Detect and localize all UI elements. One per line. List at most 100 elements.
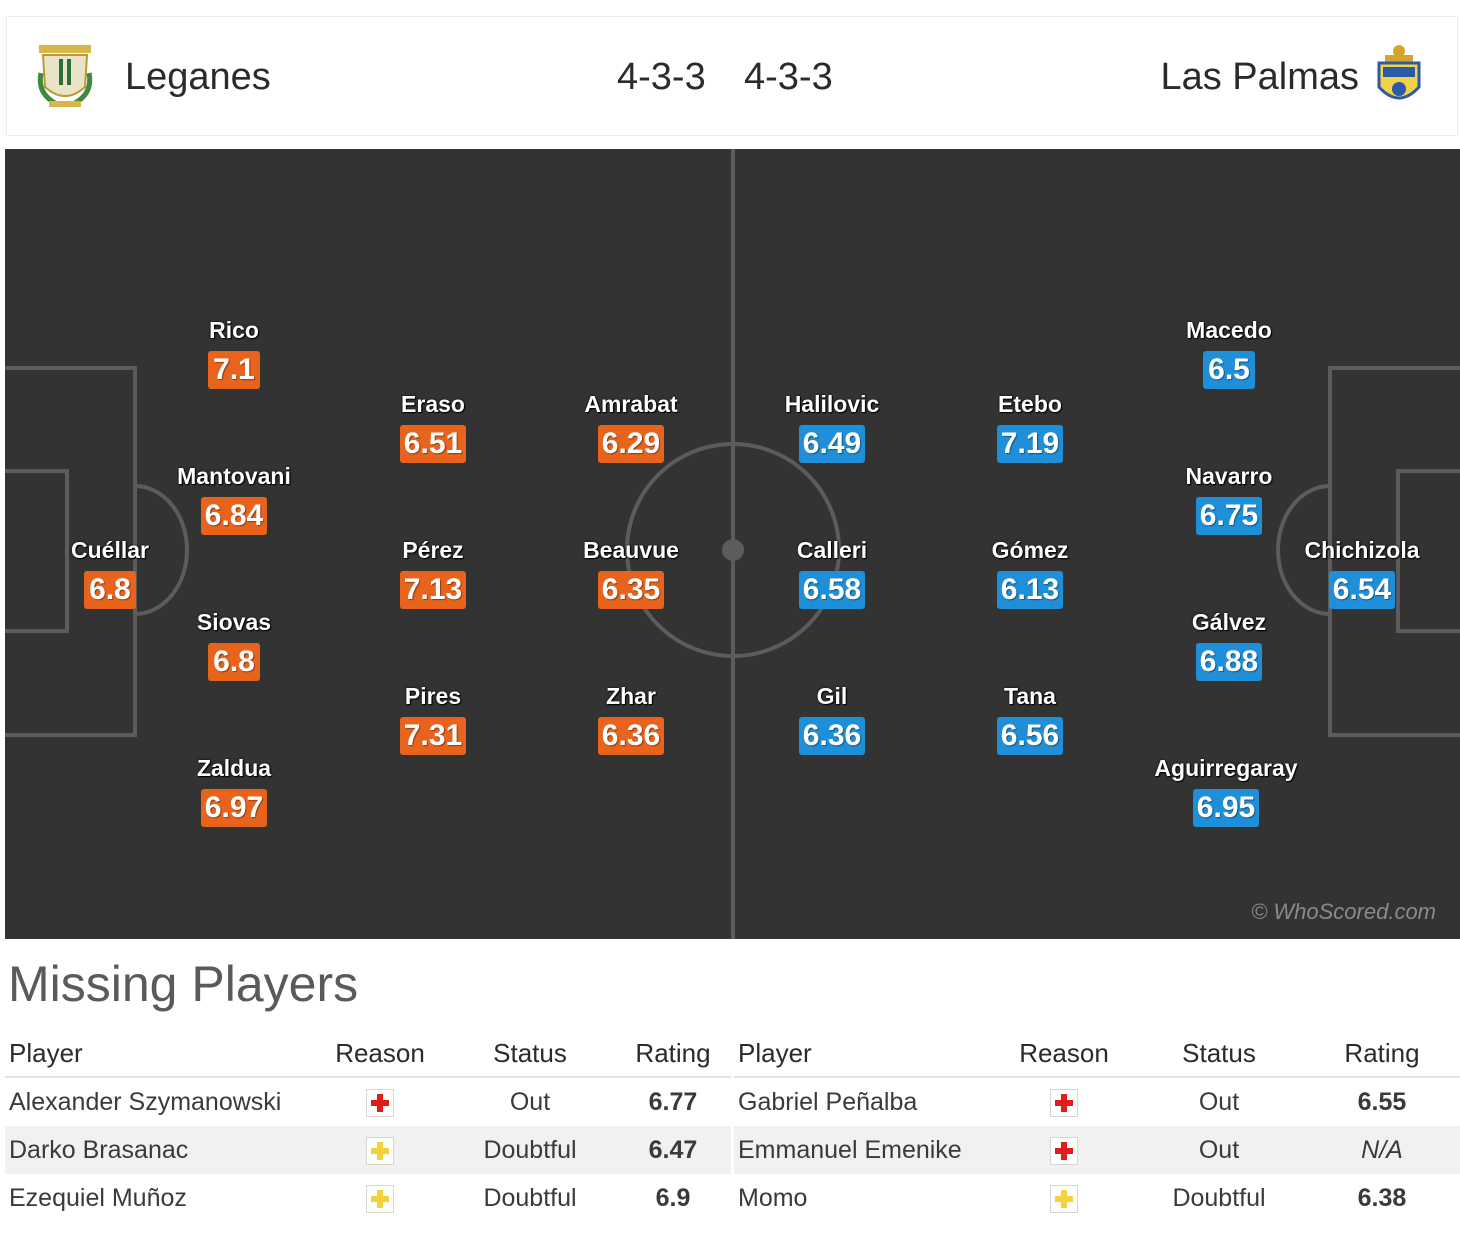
player-etebo[interactable]: Etebo 7.19: [945, 391, 1115, 463]
player-name[interactable]: Alexander Szymanowski: [9, 1087, 282, 1116]
col-player: Player: [5, 1030, 315, 1078]
doubtful-icon: [366, 1136, 394, 1165]
home-formation: 4-3-3: [617, 56, 706, 98]
player-name[interactable]: Darko Brasanac: [5, 1126, 315, 1174]
player-name: Pérez: [402, 537, 464, 563]
player-name: Chichizola: [1304, 537, 1420, 563]
status: Doubtful: [1172, 1183, 1266, 1212]
col-status: Status: [1134, 1030, 1304, 1078]
player-rating: 6.75: [1195, 497, 1263, 535]
player-mantovani[interactable]: Mantovani 6.84: [149, 463, 319, 535]
player-name[interactable]: Momo: [738, 1183, 808, 1212]
player-rating: 6.84: [200, 497, 268, 535]
player-rating: 6.49: [798, 425, 866, 463]
status: Doubtful: [445, 1126, 615, 1174]
player-cuellar[interactable]: Cuéllar 6.8: [25, 537, 195, 609]
pitch-markings: [5, 149, 1460, 939]
table-header-row: Player Reason Status Rating: [734, 1030, 1460, 1078]
player-name[interactable]: Gabriel Peñalba: [738, 1087, 918, 1116]
player-rating: 6.54: [1328, 571, 1396, 609]
pitch: Cuéllar 6.8 Rico 7.1 Mantovani 6.84 Siov…: [5, 149, 1460, 939]
doubtful-icon: [366, 1184, 394, 1213]
player-zaldua[interactable]: Zaldua 6.97: [149, 755, 319, 827]
player-macedo[interactable]: Macedo 6.5: [1144, 317, 1314, 389]
player-tana[interactable]: Tana 6.56: [945, 683, 1115, 755]
player-name: Tana: [1004, 683, 1056, 709]
col-reason: Reason: [315, 1030, 445, 1078]
player-name: Calleri: [796, 537, 868, 563]
player-rating: 6.97: [200, 789, 268, 827]
player-beauvue[interactable]: Beauvue 6.35: [546, 537, 716, 609]
player-halilovic[interactable]: Halilovic 6.49: [747, 391, 917, 463]
player-name: Gálvez: [1191, 609, 1267, 635]
player-name[interactable]: Emmanuel Emenike: [734, 1126, 994, 1174]
rating: 6.47: [615, 1126, 731, 1174]
player-rating: 7.13: [399, 571, 467, 609]
player-name[interactable]: Ezequiel Muñoz: [9, 1183, 187, 1212]
table-row: Gabriel Peñalba Out 6.55: [734, 1077, 1460, 1126]
player-calleri[interactable]: Calleri 6.58: [747, 537, 917, 609]
player-navarro[interactable]: Navarro 6.75: [1144, 463, 1314, 535]
away-team-name[interactable]: Las Palmas: [1160, 56, 1359, 98]
player-name: Aguirregaray: [1154, 755, 1298, 781]
player-eraso[interactable]: Eraso 6.51: [348, 391, 518, 463]
player-rating: 6.88: [1195, 643, 1263, 681]
player-gil[interactable]: Gil 6.36: [747, 683, 917, 755]
player-name: Eraso: [401, 391, 465, 417]
leganes-crest-icon: [35, 43, 95, 111]
player-rating: 6.5: [1203, 351, 1255, 389]
player-name: Macedo: [1186, 317, 1272, 343]
table-header-row: Player Reason Status Rating: [5, 1030, 731, 1078]
player-rating: 6.51: [399, 425, 467, 463]
status: Doubtful: [483, 1183, 577, 1212]
player-rating: 6.36: [798, 717, 866, 755]
player-aguirregaray[interactable]: Aguirregaray 6.95: [1121, 755, 1331, 827]
player-chichizola[interactable]: Chichizola 6.54: [1277, 537, 1447, 609]
player-name: Beauvue: [583, 537, 679, 563]
player-rating: 6.95: [1192, 789, 1260, 827]
rating: 6.38: [1357, 1183, 1407, 1212]
away-formation: 4-3-3: [744, 56, 833, 98]
player-rating: 7.1: [208, 351, 260, 389]
table-row: Alexander Szymanowski Out 6.77: [5, 1077, 731, 1126]
table-row: Emmanuel Emenike Out N/A: [734, 1126, 1460, 1174]
player-rico[interactable]: Rico 7.1: [149, 317, 319, 389]
match-header: Leganes 4-3-3 4-3-3 Las Palmas: [6, 16, 1458, 136]
player-name: Gómez: [991, 537, 1069, 563]
las-palmas-crest-icon: [1371, 43, 1427, 111]
player-rating: 6.13: [996, 571, 1064, 609]
player-rating: 6.29: [597, 425, 665, 463]
player-rating: 6.8: [84, 571, 136, 609]
player-pires[interactable]: Pires 7.31: [348, 683, 518, 755]
away-missing-table: Player Reason Status Rating Gabriel Peña…: [734, 1030, 1460, 1222]
status: Out: [1134, 1126, 1304, 1174]
player-name: Navarro: [1185, 463, 1273, 489]
status: Out: [509, 1087, 551, 1116]
injury-icon: [1050, 1136, 1078, 1165]
player-name: Gil: [816, 683, 848, 709]
col-rating: Rating: [615, 1030, 731, 1078]
player-rating: 6.8: [208, 643, 260, 681]
doubtful-icon: [1050, 1184, 1078, 1213]
player-siovas[interactable]: Siovas 6.8: [149, 609, 319, 681]
col-reason: Reason: [994, 1030, 1134, 1078]
player-zhar[interactable]: Zhar 6.36: [546, 683, 716, 755]
player-name: Pires: [404, 683, 462, 709]
player-rating: 6.58: [798, 571, 866, 609]
player-amrabat[interactable]: Amrabat 6.29: [546, 391, 716, 463]
player-name: Amrabat: [584, 391, 678, 417]
player-galvez[interactable]: Gálvez 6.88: [1144, 609, 1314, 681]
missing-players-title: Missing Players: [8, 956, 359, 1012]
home-team-name[interactable]: Leganes: [125, 56, 271, 98]
player-name: Zaldua: [196, 755, 272, 781]
col-status: Status: [445, 1030, 615, 1078]
player-perez[interactable]: Pérez 7.13: [348, 537, 518, 609]
player-name: Halilovic: [784, 391, 880, 417]
player-rating: 6.56: [996, 717, 1064, 755]
player-rating: 6.36: [597, 717, 665, 755]
table-row: Momo Doubtful 6.38: [734, 1174, 1460, 1222]
col-player: Player: [734, 1030, 994, 1078]
col-rating: Rating: [1304, 1030, 1460, 1078]
player-name: Zhar: [606, 683, 656, 709]
player-gomez[interactable]: Gómez 6.13: [945, 537, 1115, 609]
